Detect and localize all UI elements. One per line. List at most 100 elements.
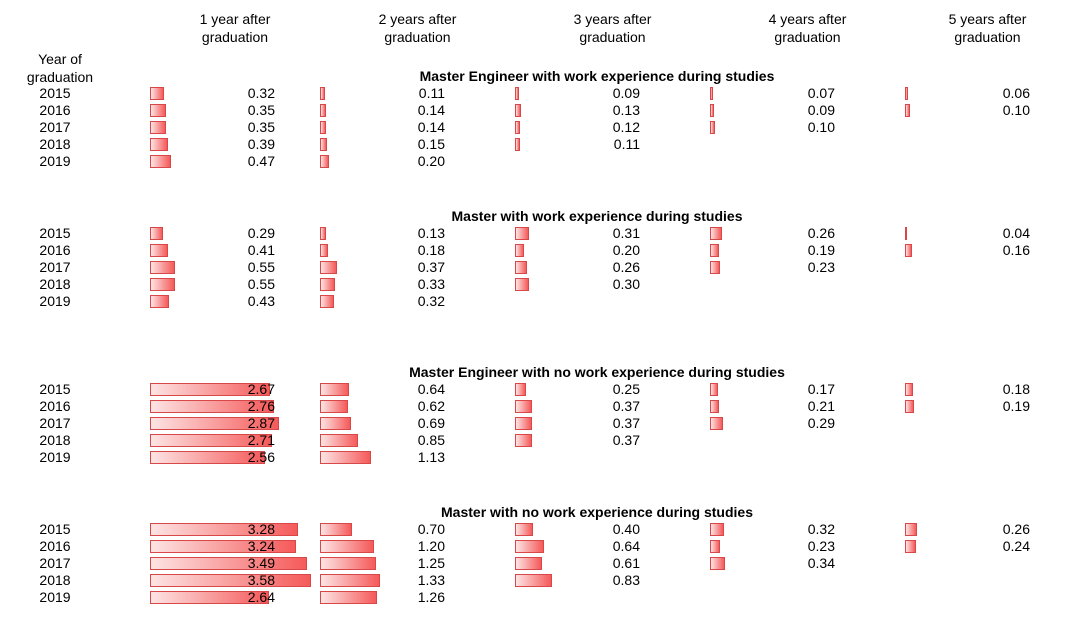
value-label: 0.11 xyxy=(405,85,445,102)
data-cell: 0.13 xyxy=(320,225,515,242)
data-cell: 0.11 xyxy=(320,85,515,102)
year-label: 2015 xyxy=(5,225,105,242)
value-label: 0.40 xyxy=(600,521,640,538)
data-cell: 1.25 xyxy=(320,555,515,572)
value-label: 0.16 xyxy=(990,242,1030,259)
column-header-line1: 5 years after xyxy=(905,10,1070,28)
value-label: 0.20 xyxy=(405,153,445,170)
bar xyxy=(905,383,913,396)
value-label: 0.55 xyxy=(235,259,275,276)
data-cell: 2.71 xyxy=(150,432,320,449)
value-label: 0.70 xyxy=(405,521,445,538)
value-label: 1.25 xyxy=(405,555,445,572)
bar xyxy=(150,557,307,570)
year-label: 2016 xyxy=(5,242,105,259)
value-label: 1.20 xyxy=(405,538,445,555)
value-label: 0.24 xyxy=(990,538,1030,555)
bar xyxy=(150,244,168,257)
data-cell: 2.64 xyxy=(150,589,320,606)
data-cell: 1.26 xyxy=(320,589,515,606)
bar xyxy=(150,104,166,117)
year-label: 2017 xyxy=(5,259,105,276)
value-label: 0.32 xyxy=(405,293,445,310)
bar xyxy=(710,540,720,553)
data-cell: 0.69 xyxy=(320,415,515,432)
bar xyxy=(515,278,529,291)
column-header: 4 years aftergraduation xyxy=(710,10,905,46)
value-label: 0.64 xyxy=(405,381,445,398)
value-label: 0.31 xyxy=(600,225,640,242)
value-label: 0.14 xyxy=(405,119,445,136)
data-cell: 0.20 xyxy=(320,153,515,170)
value-label: 0.18 xyxy=(990,381,1030,398)
column-header: 5 years aftergraduation xyxy=(905,10,1070,46)
bar xyxy=(150,227,163,240)
data-cell: 0.35 xyxy=(150,102,320,119)
year-label: 2018 xyxy=(5,432,105,449)
column-header: 2 years aftergraduation xyxy=(320,10,515,46)
year-label: 2018 xyxy=(5,276,105,293)
data-cell: 0.55 xyxy=(150,259,320,276)
column-header-line1: 1 year after xyxy=(150,10,320,28)
data-cell: 0.85 xyxy=(320,432,515,449)
value-label: 3.24 xyxy=(235,538,275,555)
column-header-line1: 4 years after xyxy=(710,10,905,28)
data-cell: 0.26 xyxy=(710,225,905,242)
value-label: 0.07 xyxy=(795,85,835,102)
value-label: 0.21 xyxy=(795,398,835,415)
bar xyxy=(320,261,337,274)
data-cell: 0.47 xyxy=(150,153,320,170)
value-label: 0.61 xyxy=(600,555,640,572)
data-cell: 0.26 xyxy=(515,259,710,276)
data-cell: 2.87 xyxy=(150,415,320,432)
bar xyxy=(320,138,327,151)
data-cell: 0.43 xyxy=(150,293,320,310)
data-cell: 0.39 xyxy=(150,136,320,153)
data-cell: 0.10 xyxy=(710,119,905,136)
bar xyxy=(150,523,298,536)
data-cell: 0.32 xyxy=(150,85,320,102)
value-label: 0.26 xyxy=(990,521,1030,538)
value-label: 0.41 xyxy=(235,242,275,259)
bar xyxy=(150,138,168,151)
bar xyxy=(515,138,520,151)
bar xyxy=(710,523,724,536)
year-label: 2016 xyxy=(5,398,105,415)
bar xyxy=(150,295,169,308)
value-label: 2.71 xyxy=(235,432,275,449)
data-cell: 0.37 xyxy=(515,415,710,432)
bar xyxy=(710,104,714,117)
bar xyxy=(710,121,715,134)
bar xyxy=(515,540,544,553)
bar xyxy=(150,278,175,291)
bar xyxy=(710,227,722,240)
value-label: 0.33 xyxy=(405,276,445,293)
data-cell: 0.14 xyxy=(320,102,515,119)
year-label: 2018 xyxy=(5,136,105,153)
bar xyxy=(710,87,713,100)
data-cell: 1.33 xyxy=(320,572,515,589)
column-header-line2: graduation xyxy=(710,28,905,46)
data-cell: 0.12 xyxy=(515,119,710,136)
value-label: 0.35 xyxy=(235,102,275,119)
data-cell: 0.20 xyxy=(515,242,710,259)
value-label: 0.14 xyxy=(405,102,445,119)
value-label: 0.09 xyxy=(795,102,835,119)
value-label: 0.17 xyxy=(795,381,835,398)
bar xyxy=(905,87,908,100)
bar xyxy=(320,227,326,240)
group-title: Master Engineer with no work experience … xyxy=(150,363,1044,381)
bar xyxy=(515,87,519,100)
year-label: 2017 xyxy=(5,415,105,432)
bar xyxy=(320,87,325,100)
value-label: 0.83 xyxy=(600,572,640,589)
data-cell: 0.23 xyxy=(710,259,905,276)
value-label: 0.04 xyxy=(990,225,1030,242)
data-cell: 0.37 xyxy=(515,432,710,449)
bar xyxy=(905,540,916,553)
data-cell: 0.18 xyxy=(905,381,1070,398)
data-cell: 3.49 xyxy=(150,555,320,572)
value-label: 0.30 xyxy=(600,276,640,293)
bar xyxy=(320,591,377,604)
year-label: 2019 xyxy=(5,449,105,466)
